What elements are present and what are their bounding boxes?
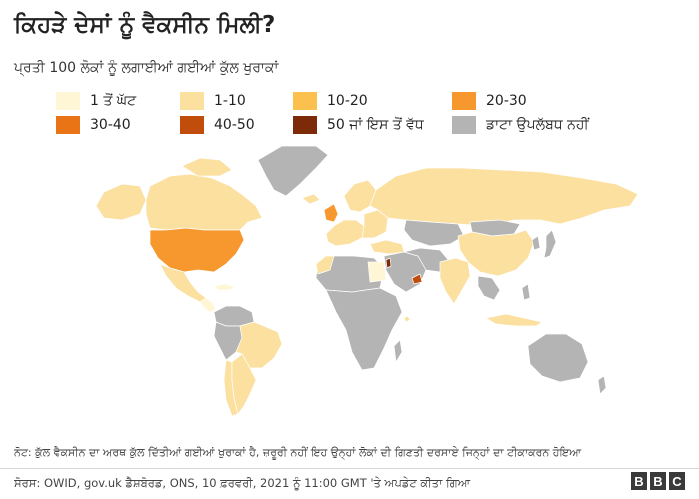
- legend-swatch: [180, 116, 204, 134]
- legend-swatch: [293, 92, 317, 110]
- region-south-america-west: [213, 321, 243, 361]
- logo-letter: B: [650, 472, 666, 490]
- legend-swatch: [56, 92, 80, 110]
- legend-item-1-10: 1-10: [180, 92, 246, 110]
- chart-title: ਕਿਹੜੇ ਦੇਸਾਂ ਨੂੰ ਵੈਕਸੀਨ ਮਿਲੀ?: [14, 12, 276, 38]
- region-china: [457, 229, 535, 277]
- legend-item-10-20: 10-20: [293, 92, 368, 110]
- region-australia: [527, 333, 589, 383]
- region-south-america-north: [213, 305, 255, 327]
- region-arctic-islands: [181, 157, 233, 177]
- world-map-svg: [95, 145, 639, 417]
- legend-item-20-30: 20-30: [452, 92, 527, 110]
- legend-label: 1-10: [214, 93, 246, 109]
- legend-item-under-1: 1 ਤੋਂ ਘੱਟ: [56, 92, 136, 110]
- region-seychelles: [403, 315, 411, 323]
- legend-item-50-plus: 50 ਜਾਂ ਇਸ ਤੋਂ ਵੱਧ: [293, 116, 424, 134]
- legend-item-30-40: 30-40: [56, 116, 131, 134]
- region-madagascar: [393, 339, 403, 363]
- legend-label: 40-50: [214, 117, 255, 133]
- logo-letter: B: [631, 472, 647, 490]
- region-scandinavia: [343, 179, 377, 213]
- legend-swatch: [56, 116, 80, 134]
- legend-label: 20-30: [486, 93, 527, 109]
- region-argentina: [231, 353, 257, 415]
- region-central-america: [199, 297, 217, 313]
- footnote: ਨੋਟ: ਕੁੱਲ ਵੈਕਸੀਨ ਦਾ ਅਰਥ ਕੁੱਲ ਦਿੱਤੀਆਂ ਗਈਆ…: [14, 446, 582, 459]
- legend-swatch: [180, 92, 204, 110]
- region-uae: [411, 273, 423, 285]
- legend-swatch: [452, 92, 476, 110]
- region-brazil: [235, 321, 283, 369]
- legend-swatch: [452, 116, 476, 134]
- legend-item-no-data: ਡਾਟਾ ਉਪਲੱਬਧ ਨਹੀਂ: [452, 116, 589, 134]
- legend-label: 10-20: [327, 93, 368, 109]
- region-morocco: [315, 255, 335, 275]
- region-israel: [385, 257, 392, 269]
- source-credit: ਸੋਰਸ: OWID, gov.uk ਡੈਸ਼ਬੋਰਡ, ONS, 10 ਫ਼ਰ…: [14, 476, 471, 490]
- region-iceland: [301, 193, 321, 205]
- legend-label: 50 ਜਾਂ ਇਸ ਤੋਂ ਵੱਧ: [327, 117, 424, 133]
- bbc-logo: B B C: [631, 472, 685, 490]
- footer-divider: [0, 468, 699, 469]
- region-philippines: [521, 283, 531, 301]
- logo-letter: C: [669, 472, 685, 490]
- legend-label: 30-40: [90, 117, 131, 133]
- region-caribbean: [213, 283, 237, 291]
- region-western-europe: [325, 219, 365, 247]
- region-turkey: [369, 239, 405, 255]
- region-india: [439, 257, 471, 305]
- region-indonesia: [485, 313, 543, 327]
- region-alaska: [95, 183, 147, 221]
- legend-label: 1 ਤੋਂ ਘੱਟ: [90, 93, 137, 109]
- legend-item-40-50: 40-50: [180, 116, 255, 134]
- chart-subtitle: ਪ੍ਰਤੀ 100 ਲੋਕਾਂ ਨੂੰ ਲਗਾਈਆਂ ਗਈਆਂ ਕੁੱਲ ਖੁਰ…: [14, 60, 279, 76]
- legend-label: ਡਾਟਾ ਉਪਲੱਬਧ ਨਹੀਂ: [486, 117, 589, 133]
- world-map: [0, 140, 699, 440]
- region-new-zealand: [597, 375, 607, 395]
- region-central-asia: [403, 219, 465, 247]
- legend-swatch: [293, 116, 317, 134]
- region-canada: [145, 173, 263, 231]
- map-legend: 1 ਤੋਂ ਘੱਟ 1-10 10-20 20-30 30-40 40-50 5…: [14, 92, 684, 136]
- region-japan: [543, 229, 557, 259]
- region-southeast-asia: [477, 275, 501, 301]
- region-egypt: [367, 261, 387, 283]
- region-russia: [369, 167, 639, 227]
- region-greenland: [257, 145, 329, 197]
- region-sub-saharan-africa: [325, 287, 403, 371]
- region-korea: [531, 235, 541, 251]
- region-uk: [323, 203, 339, 223]
- region-usa: [149, 227, 245, 273]
